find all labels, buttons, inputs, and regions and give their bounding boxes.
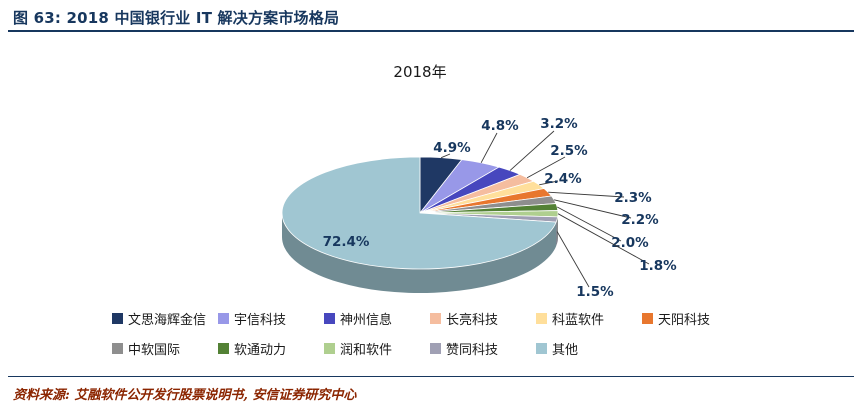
pie-value-label: 2.3% [614, 190, 652, 206]
legend-item-神州信息: 神州信息 [324, 309, 430, 328]
pie-slice-文思海辉金信 [419, 156, 463, 215]
legend-swatch [642, 313, 653, 324]
legend-item-天阳科技: 天阳科技 [642, 309, 748, 328]
pie-slice-润和软件 [419, 210, 559, 218]
legend-label: 中软国际 [128, 343, 181, 358]
legend-item-宇信科技: 宇信科技 [218, 309, 324, 328]
pie-value-label: 2.4% [544, 171, 582, 187]
legend-swatch [218, 313, 229, 324]
pie-slice-长亮科技 [419, 173, 535, 214]
legend-item-润和软件: 润和软件 [324, 339, 430, 358]
leader-line [440, 153, 451, 159]
source-divider [8, 376, 854, 377]
caption-divider [8, 30, 854, 32]
leader-line [526, 156, 566, 179]
pie-slice-赞同科技 [419, 212, 559, 223]
pie-value-label: 4.8% [481, 118, 519, 134]
pie-chart: 4.9% 4.8% 3.2% 2.5% 2.4% 2.3% 2.2% 2.0% 1.8% 1.5%… [281, 116, 677, 300]
leader-line [557, 213, 650, 265]
pie-slice-神州信息 [419, 166, 522, 214]
pie-value-label: 1.8% [639, 258, 677, 274]
legend-swatch [536, 343, 547, 354]
pie-slice-wall [282, 213, 557, 293]
pie-value-label: 72.4% [323, 234, 370, 250]
legend-swatch [324, 313, 335, 324]
legend-label: 天阳科技 [658, 313, 711, 328]
legend-swatch [430, 313, 441, 324]
legend-item-科蓝软件: 科蓝软件 [536, 309, 642, 328]
pie-slice-科蓝软件 [419, 180, 546, 214]
leader-line [556, 231, 590, 288]
legend-swatch [324, 343, 335, 354]
legend-item-中软国际: 中软国际 [112, 339, 218, 358]
legend-swatch [112, 313, 123, 324]
pie-value-label: 4.9% [433, 140, 471, 156]
legend-label: 宇信科技 [234, 313, 287, 328]
pie-value-label: 2.5% [550, 143, 588, 159]
chart-title: 2018年 [393, 63, 447, 81]
legend-swatch [536, 313, 547, 324]
leader-line [553, 199, 632, 219]
legend-label: 文思海辉金信 [128, 313, 207, 328]
legend-label: 神州信息 [340, 313, 393, 328]
legend-item-长亮科技: 长亮科技 [430, 309, 536, 328]
legend-label: 其他 [552, 343, 579, 358]
leader-line [548, 191, 625, 198]
leader-line [539, 180, 559, 186]
legend-item-赞同科技: 赞同科技 [430, 339, 536, 358]
legend-label: 赞同科技 [446, 343, 499, 358]
leader-line [557, 206, 622, 242]
legend-label: 长亮科技 [446, 313, 499, 328]
legend-row-1: 文思海辉金信 宇信科技 神州信息 长亮科技 科蓝软件 天阳科技 [112, 309, 862, 328]
source-note: 资料来源: 艾融软件公开发行股票说明书, 安信证券研究中心 [13, 388, 357, 403]
leader-line [480, 132, 498, 163]
legend-item-文思海辉金信: 文思海辉金信 [112, 309, 218, 328]
legend-swatch [218, 343, 229, 354]
leader-line [509, 130, 555, 171]
legend-label: 润和软件 [340, 343, 393, 358]
pie-value-label: 2.2% [621, 212, 659, 228]
pie-slice-宇信科技 [419, 159, 501, 214]
legend-swatch [112, 343, 123, 354]
pie-value-label: 2.0% [611, 235, 649, 251]
pie-value-label: 1.5% [576, 284, 614, 300]
legend-item-其他: 其他 [536, 339, 642, 358]
pie-slice-中软国际 [419, 195, 557, 214]
figure-caption: 图 63: 2018 中国银行业 IT 解决方案市场格局 [13, 9, 340, 27]
pie-slice-其他 [281, 156, 557, 270]
legend-label: 科蓝软件 [552, 313, 605, 328]
pie-value-label: 3.2% [540, 116, 578, 132]
pie-slice-天阳科技 [419, 188, 553, 214]
legend-item-软通动力: 软通动力 [218, 339, 324, 358]
legend-row-2: 中软国际 软通动力 润和软件 赞同科技 其他 [112, 339, 862, 358]
pie-slice-软通动力 [419, 203, 559, 214]
legend-label: 软通动力 [234, 343, 287, 358]
legend-swatch [430, 343, 441, 354]
pie-slice-wall [556, 216, 558, 247]
